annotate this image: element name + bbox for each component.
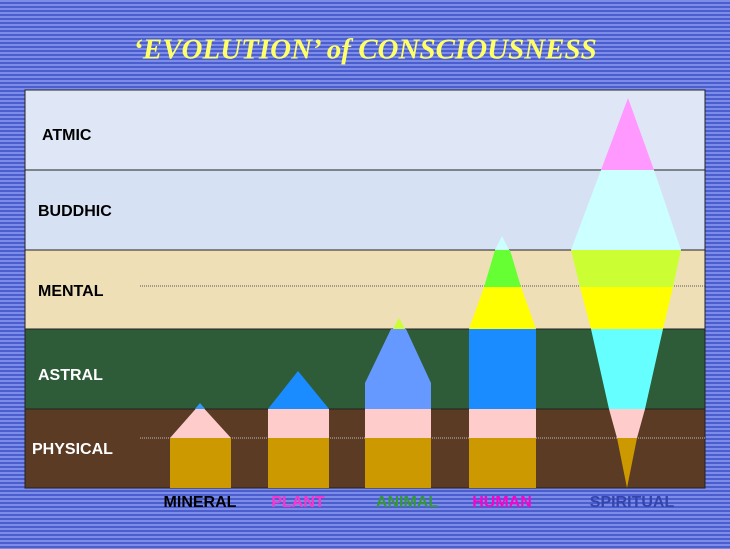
kingdom-label: PLANT [271,494,325,511]
plane-label: ASTRAL [38,367,103,384]
kingdom-label: SPIRITUAL [590,494,675,511]
animal-shape [365,318,431,488]
plant-shape [268,371,329,488]
plane-label: PHYSICAL [32,441,113,458]
band-atmic [25,90,705,170]
kingdom-label: MINERAL [164,494,237,511]
human-shape [469,236,536,488]
spiritual-shape [571,98,681,488]
mineral-shape [170,403,231,488]
plane-label: BUDDHIC [38,203,112,220]
kingdom-label: HUMAN [472,494,532,511]
kingdom-label: ANIMAL [376,494,438,511]
plane-label: MENTAL [38,283,104,300]
plane-label: ATMIC [42,127,92,144]
title: ‘EVOLUTION’ of CONSCIOUSNESS [133,34,597,66]
